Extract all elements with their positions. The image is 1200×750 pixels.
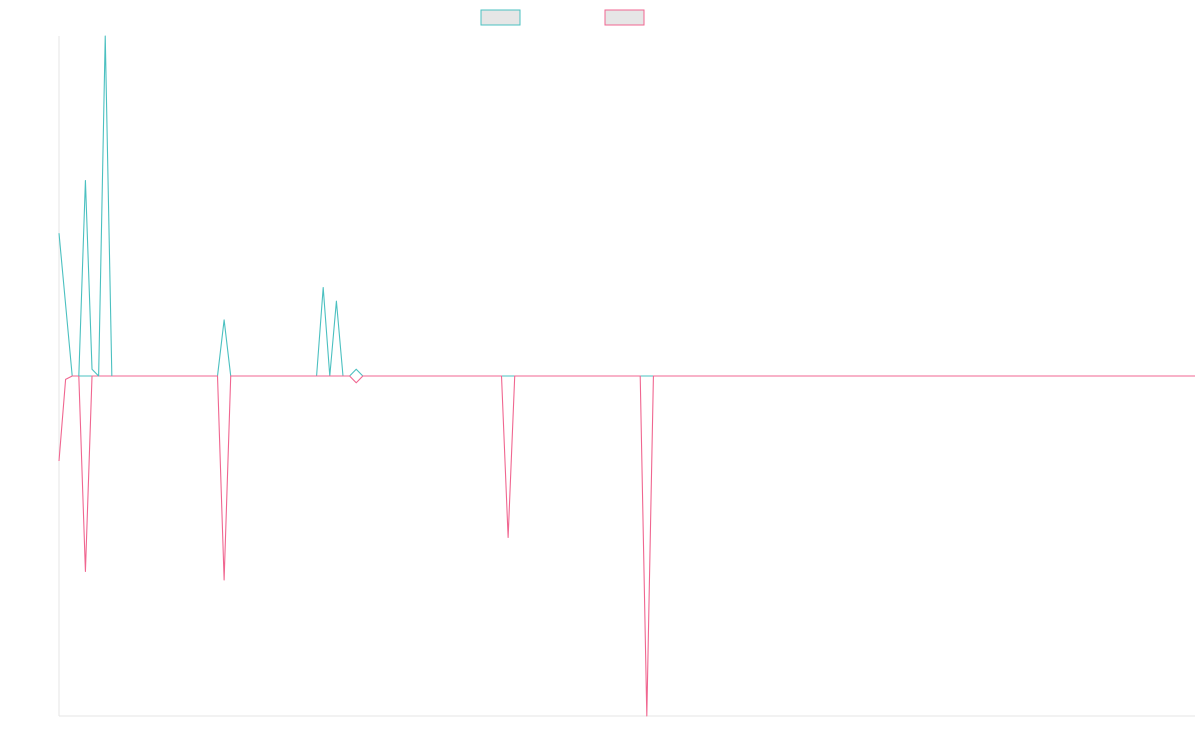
series-line-2: [58, 375, 1195, 717]
legend-swatch-1[interactable]: [480, 9, 521, 26]
axes: [58, 36, 1195, 717]
legend[interactable]: [480, 9, 645, 26]
legend-swatch-2[interactable]: [604, 9, 645, 26]
series-line-3: [78, 35, 113, 377]
series-line-1: [58, 233, 1195, 377]
series-area: [58, 35, 1195, 717]
